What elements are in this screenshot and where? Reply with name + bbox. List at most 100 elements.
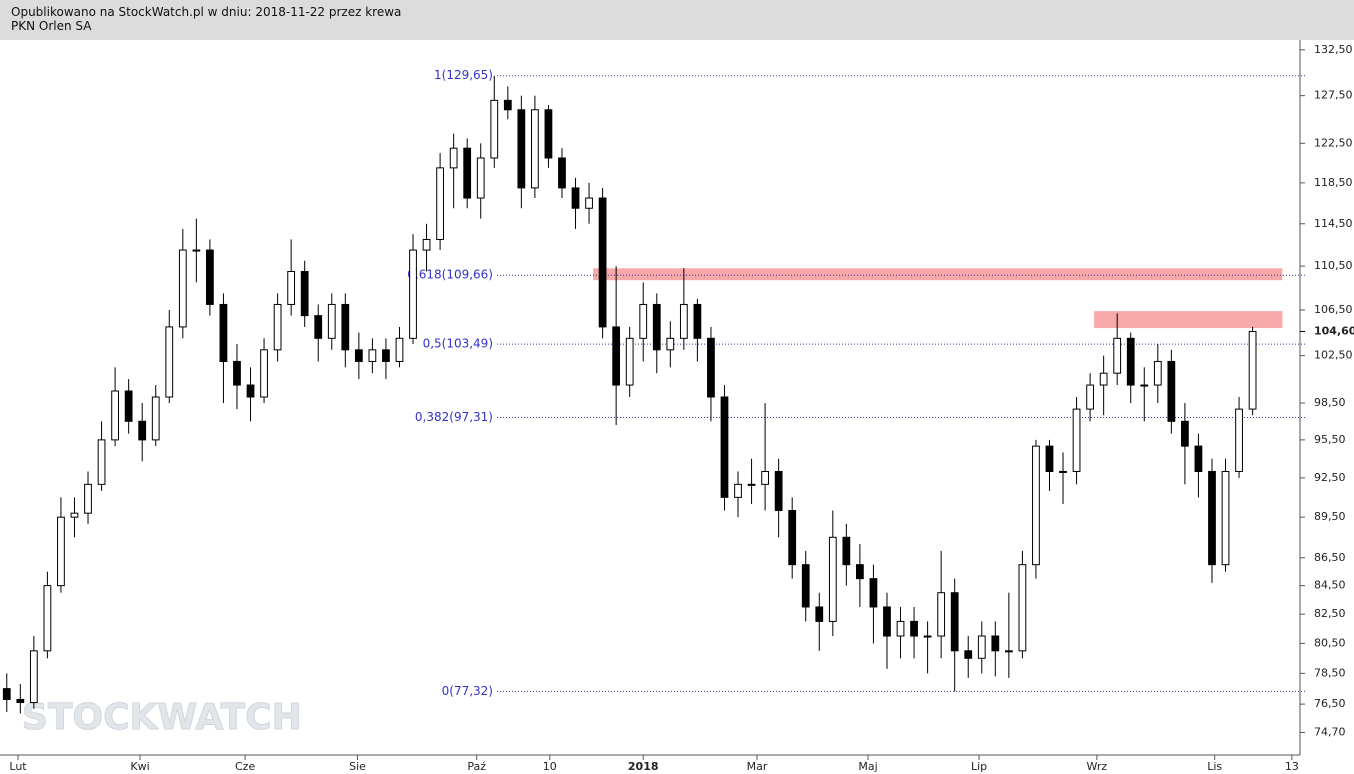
candle-body <box>165 326 174 398</box>
last-price-label: 104,60 <box>1314 324 1354 337</box>
fib-label: 0,618(109,66) <box>407 268 493 282</box>
candle-body <box>178 249 187 328</box>
candle-body <box>801 564 810 608</box>
candle-body <box>652 303 661 351</box>
candle-body <box>463 147 472 199</box>
candle-body <box>666 337 675 351</box>
x-tick-label: Kwi <box>130 760 149 773</box>
candle-body <box>1072 408 1081 472</box>
x-tick-label: Paź <box>467 760 486 773</box>
watermark: STOCKWATCH <box>22 697 302 738</box>
candle-body <box>503 99 512 111</box>
y-tick-label: 122,50 <box>1314 136 1353 149</box>
x-tick-label: 2018 <box>628 760 659 773</box>
candle-body <box>964 650 973 659</box>
candle-body <box>585 197 593 209</box>
y-tick-label: 110,50 <box>1314 259 1353 272</box>
fib-label: 0,382(97,31) <box>415 410 493 424</box>
candle-body <box>720 396 729 498</box>
candle-body <box>1194 445 1203 472</box>
candle-body <box>354 349 363 362</box>
y-tick-label: 118,50 <box>1314 176 1353 189</box>
y-tick-label: 78,50 <box>1314 666 1346 679</box>
candle-body <box>707 337 715 398</box>
candle-body <box>856 564 864 580</box>
fib-label: 0,5(103,49) <box>423 337 493 351</box>
fib-label: 1(129,65) <box>434 68 493 82</box>
header: Opublikowano na StockWatch.pl w dniu: 20… <box>0 0 1354 40</box>
candle-body <box>409 249 417 339</box>
candle-body <box>571 187 580 209</box>
candle-body <box>260 349 268 398</box>
candle-body <box>774 470 783 512</box>
candle-body <box>828 536 837 622</box>
candle-body <box>977 635 986 659</box>
candle-body <box>1235 408 1243 472</box>
candle-body <box>314 315 323 339</box>
y-tick-label: 82,50 <box>1314 607 1346 620</box>
candle-body <box>544 109 553 159</box>
candle-body <box>1126 337 1135 386</box>
candle-body <box>395 337 404 362</box>
candle-body <box>1140 384 1149 387</box>
candle-body <box>273 303 282 351</box>
candle-body <box>1018 564 1027 652</box>
x-tick-label: 10 <box>543 760 557 773</box>
candle-body <box>950 592 959 652</box>
candle-body <box>436 167 444 240</box>
candle-body <box>287 271 296 305</box>
x-tick-label: Wrz <box>1087 760 1108 773</box>
candle-body <box>246 384 255 398</box>
x-tick-label: Lut <box>9 760 27 773</box>
x-tick-label: Sie <box>349 760 366 773</box>
candle-body <box>734 483 742 498</box>
candle-body <box>1221 470 1230 566</box>
candle-body <box>368 349 377 362</box>
candle-body <box>842 536 851 566</box>
candle-body <box>883 606 891 637</box>
candle-body <box>300 271 309 317</box>
candle-body <box>1045 445 1054 472</box>
candle-body <box>1086 384 1094 410</box>
x-tick-label: Cze <box>235 760 255 773</box>
candle-body <box>327 303 336 339</box>
candle-body <box>747 483 756 486</box>
y-tick-label: 89,50 <box>1314 510 1346 523</box>
y-tick-label: 80,50 <box>1314 636 1346 649</box>
y-tick-label: 84,50 <box>1314 579 1346 592</box>
candle-body <box>233 360 241 386</box>
y-tick-label: 132,50 <box>1314 43 1353 56</box>
candle-body <box>1032 445 1040 566</box>
candle-body <box>422 238 431 251</box>
x-tick-label: Lis <box>1207 760 1222 773</box>
candle-body <box>192 249 201 252</box>
candle-body <box>517 109 526 189</box>
y-tick-label: 127,50 <box>1314 89 1353 102</box>
publish-note: Opublikowano na StockWatch.pl w dniu: 20… <box>11 5 402 19</box>
candle-body <box>449 147 458 169</box>
candle-body <box>70 512 79 518</box>
candle-body <box>97 439 106 485</box>
candle-body <box>382 349 390 362</box>
candle-body <box>138 420 147 441</box>
candle-body <box>1248 330 1257 410</box>
y-tick-label: 114,50 <box>1314 217 1353 230</box>
candle-body <box>16 698 25 704</box>
candle-body <box>206 249 214 305</box>
candle-body <box>937 592 946 637</box>
candle-body <box>896 620 905 637</box>
candle-body <box>1181 420 1189 447</box>
y-tick-label: 95,50 <box>1314 433 1346 446</box>
candle-body <box>84 483 92 514</box>
candle-body <box>1153 360 1162 386</box>
y-tick-label: 102,50 <box>1314 349 1353 362</box>
candle-body <box>910 620 918 637</box>
candle-body <box>531 109 539 189</box>
candle-body <box>341 303 350 351</box>
candle-body <box>476 157 485 199</box>
y-tick-label: 98,50 <box>1314 396 1346 409</box>
candle-body <box>1059 470 1067 473</box>
fib-label: 0(77,32) <box>442 684 493 698</box>
